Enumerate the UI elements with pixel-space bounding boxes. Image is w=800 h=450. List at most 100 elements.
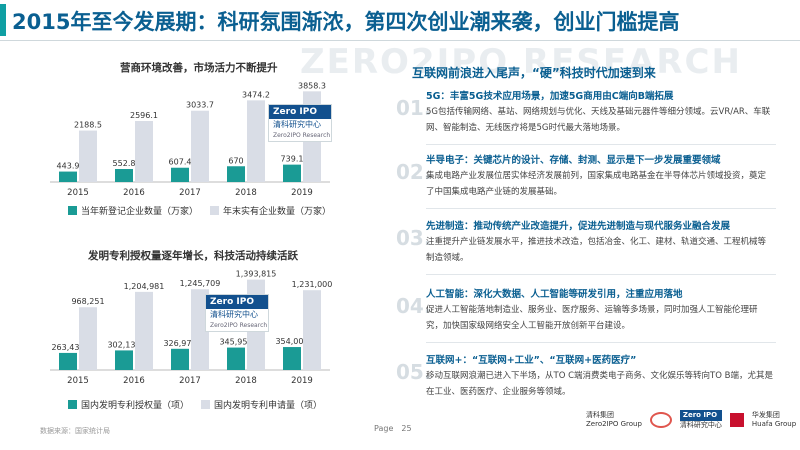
chart1-value-label: 3858.3 bbox=[298, 81, 326, 90]
logo1-cn: 清科集团 bbox=[586, 411, 614, 419]
logo2-cn: 清科研究中心 bbox=[679, 421, 722, 429]
chart1-bar-s1-2016 bbox=[115, 169, 133, 182]
chart2-bar-s1-2019 bbox=[283, 347, 301, 370]
item-divider bbox=[426, 342, 776, 343]
chart2-tick-label: 2018 bbox=[235, 376, 257, 386]
page-label: Page bbox=[374, 424, 394, 433]
badge-en: Zero2IPO Research bbox=[273, 132, 331, 139]
item-divider bbox=[426, 144, 776, 145]
chart2-bar-s1-2018 bbox=[227, 347, 245, 370]
chart2-tick-label: 2016 bbox=[123, 376, 145, 386]
footer-page: Page 25 bbox=[374, 424, 412, 433]
footer-logos: 清科集团 Zero2IPO Group Zero IPO 清科研究中心 华发集团… bbox=[586, 410, 796, 430]
badge-cn: 清科研究中心 bbox=[210, 310, 258, 319]
footer-source: 数据来源：国家统计局 bbox=[40, 427, 110, 435]
item-number: 02. bbox=[396, 160, 432, 184]
chart1-value-label: 443.9 bbox=[57, 162, 80, 171]
chart2-value-label: 354,000 bbox=[275, 337, 308, 346]
legend-label: 国内发明专利授权量（项） bbox=[81, 401, 190, 411]
anniversary-logo-icon bbox=[649, 412, 672, 428]
chart1-tick-label: 2016 bbox=[123, 188, 145, 198]
item-heading: 5G：丰富5G技术应用场景，加速5G商用由C端向B端拓展 bbox=[426, 91, 674, 102]
chart1-bar-s2-2017 bbox=[191, 110, 209, 182]
legend-swatch bbox=[68, 400, 77, 409]
item-divider bbox=[426, 208, 776, 209]
huafa-group-logo: 华发集团 Huafa Group bbox=[752, 411, 796, 429]
item-heading: 互联网+：“互联网+工业”、“互联网+医药医疗” bbox=[426, 355, 637, 366]
legend-label: 年末实有企业数量（万家） bbox=[223, 207, 332, 217]
item-body: 5G包括传输网络、基站、网络规划与优化、天线及基础元器件等细分领域。云VR/AR… bbox=[426, 107, 771, 133]
title-rule bbox=[0, 40, 800, 41]
chart2-bar-s2-2015 bbox=[79, 307, 97, 370]
zero2ipo-research-logo: Zero IPO 清科研究中心 bbox=[679, 410, 722, 430]
zero2ipo-badge: Zero IPO 清科研究中心 Zero2IPO Research bbox=[205, 294, 269, 332]
legend-swatch bbox=[201, 400, 211, 409]
chart2-title: 发明专利授权量逐年增长，科技活动持续活跃 bbox=[88, 250, 298, 262]
item-divider bbox=[426, 274, 776, 275]
item-number: 01. bbox=[396, 96, 432, 120]
chart1-tick-label: 2015 bbox=[67, 188, 89, 198]
title-bar: 2015年至今发展期：科研氛围渐浓，第四次创业潮来袭，创业门槛提高 bbox=[0, 0, 800, 42]
item-number: 04. bbox=[396, 294, 432, 318]
legend-swatch bbox=[210, 206, 220, 215]
legend-swatch bbox=[68, 206, 77, 215]
badge-brand: Zero IPO bbox=[269, 105, 331, 119]
chart1-bar-s1-2018 bbox=[227, 166, 245, 182]
chart-patents: 263,436 968,251 2015 302,136 1,204,981 2016 32… bbox=[50, 270, 332, 386]
item-body: 促进人工智能落地制造业、服务业、医疗服务、运输等多场景，同时加强人工智能伦理研究… bbox=[426, 305, 758, 331]
chart2-value-label: 968,251 bbox=[71, 297, 104, 306]
chart2-value-label: 1,245,709 bbox=[180, 279, 221, 288]
logo3-en: Huafa Group bbox=[751, 420, 797, 428]
legend-item: 国内发明专利授权量（项） bbox=[68, 398, 189, 411]
item-heading: 人工智能：深化大数据、人工智能等研发引用，注重应用落地 bbox=[426, 289, 683, 300]
zero2ipo-badge: Zero IPO 清科研究中心 Zero2IPO Research bbox=[268, 104, 332, 142]
chart2-tick-label: 2015 bbox=[67, 376, 89, 386]
chart1-bar-s1-2015 bbox=[59, 171, 77, 182]
chart2-bar-s2-2019 bbox=[303, 290, 321, 370]
chart2-bar-s2-2016 bbox=[135, 291, 153, 370]
legend-item: 年末实有企业数量（万家） bbox=[210, 204, 331, 217]
chart1-tick-label: 2019 bbox=[291, 188, 313, 198]
chart1-bar-s1-2017 bbox=[171, 167, 189, 182]
item-number: 05. bbox=[396, 360, 432, 384]
chart2-value-label: 1,204,981 bbox=[124, 282, 165, 291]
chart1-value-label: 3033.7 bbox=[186, 101, 214, 110]
chart2-legend: 国内发明专利授权量（项） 国内发明专利申请量（项） bbox=[68, 398, 322, 411]
huafa-logo-icon bbox=[729, 413, 744, 427]
logo1-en: Zero2IPO Group bbox=[586, 420, 642, 428]
chart1-value-label: 670 bbox=[228, 156, 243, 165]
item-body: 集成电路产业发展位居实体经济发展前列，国家集成电路基金在半导体芯片领域投资，奠定… bbox=[426, 171, 767, 197]
watermark: ZERO2IPO RESEARCH bbox=[300, 42, 742, 82]
chart1-tick-label: 2018 bbox=[235, 188, 257, 198]
chart1-bar-s2-2016 bbox=[135, 120, 153, 182]
zero2ipo-group-logo: 清科集团 Zero2IPO Group bbox=[586, 411, 642, 429]
chart2-value-label: 302,136 bbox=[107, 340, 140, 349]
chart1-title: 营商环境改善，市场活力不断提升 bbox=[120, 62, 278, 74]
chart1-bar-s2-2015 bbox=[79, 130, 97, 182]
chart1-value-label: 552.8 bbox=[113, 159, 136, 168]
badge-brand: Zero IPO bbox=[206, 295, 268, 309]
chart2-bar-s1-2017 bbox=[171, 348, 189, 370]
chart2-tick-label: 2017 bbox=[179, 376, 201, 386]
item-body: 移动互联网浪潮已进入下半场，从TO C端消费类电子商务、文化娱乐等转向TO B端… bbox=[426, 371, 773, 397]
badge-cn: 清科研究中心 bbox=[273, 120, 321, 129]
chart2-bar-s2-2017 bbox=[191, 289, 209, 370]
chart2-value-label: 1,393,815 bbox=[236, 270, 277, 279]
chart2-value-label: 345,959 bbox=[219, 338, 252, 347]
legend-label: 当年新登记企业数量（万家） bbox=[81, 207, 199, 217]
item-heading: 半导电子：关键芯片的设计、存储、封测、显示是下一步发展重要领域 bbox=[426, 155, 721, 166]
title-accent bbox=[0, 4, 6, 36]
chart2-tick-label: 2019 bbox=[291, 376, 313, 386]
chart1-bar-s2-2018 bbox=[247, 100, 265, 182]
badge-en: Zero2IPO Research bbox=[210, 322, 268, 329]
chart1-value-label: 739.1 bbox=[281, 155, 304, 164]
chart1-tick-label: 2017 bbox=[179, 188, 201, 198]
chart1-value-label: 607.4 bbox=[169, 158, 192, 167]
slide-title: 2015年至今发展期：科研氛围渐浓，第四次创业潮来袭，创业门槛提高 bbox=[12, 10, 680, 34]
chart1-value-label: 2596.1 bbox=[130, 111, 158, 120]
item-heading: 先进制造：推动传统产业改造提升，促进先进制造与现代服务业融合发展 bbox=[426, 221, 731, 232]
legend-item: 当年新登记企业数量（万家） bbox=[68, 204, 198, 217]
chart2-value-label: 263,436 bbox=[51, 343, 84, 352]
item-body: 注重提升产业链发展水平，推进技术改造，包括冶金、化工、建材、轨道交通、工程机械等… bbox=[426, 237, 767, 263]
chart2-bar-s1-2015 bbox=[59, 352, 77, 370]
